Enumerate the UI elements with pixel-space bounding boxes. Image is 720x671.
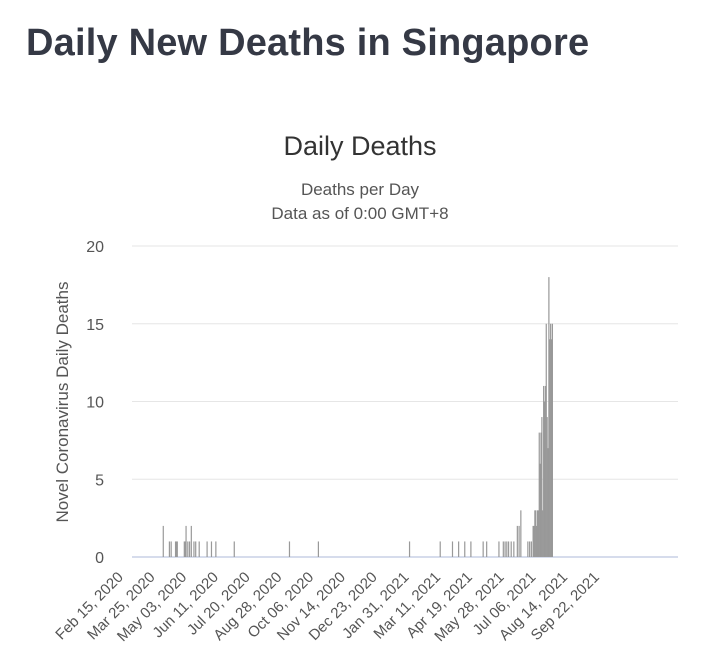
y-tick-label: 5 <box>95 472 104 489</box>
bar[interactable] <box>543 385 545 557</box>
bar[interactable] <box>498 541 500 557</box>
bar[interactable] <box>527 541 529 557</box>
y-tick-label: 0 <box>95 550 104 567</box>
bar[interactable] <box>551 323 553 557</box>
y-tick-label: 10 <box>86 395 104 412</box>
bar[interactable] <box>188 541 191 557</box>
bar[interactable] <box>510 541 512 557</box>
bar[interactable] <box>550 339 553 557</box>
bar[interactable] <box>529 541 531 557</box>
bar[interactable] <box>549 339 551 557</box>
bar[interactable] <box>548 277 550 557</box>
bar[interactable] <box>513 541 515 557</box>
bar[interactable] <box>518 525 520 557</box>
bar[interactable] <box>215 541 217 557</box>
bar[interactable] <box>174 541 177 557</box>
bar[interactable] <box>547 448 549 557</box>
bar[interactable] <box>175 541 178 557</box>
bar[interactable] <box>541 417 543 557</box>
y-axis-label: Novel Coronavirus Daily Deaths <box>53 282 72 523</box>
chart-title: Daily Deaths <box>283 131 437 161</box>
bar[interactable] <box>162 525 164 557</box>
bar[interactable] <box>451 541 454 557</box>
bar[interactable] <box>536 510 539 557</box>
bar[interactable] <box>482 541 484 557</box>
bar[interactable] <box>545 323 547 557</box>
bar[interactable] <box>317 541 319 557</box>
y-tick-label: 20 <box>86 239 104 256</box>
bar[interactable] <box>537 510 539 557</box>
bar[interactable] <box>486 541 488 557</box>
bar[interactable] <box>550 323 552 557</box>
bar[interactable] <box>535 510 537 557</box>
bar[interactable] <box>185 525 187 557</box>
bar[interactable] <box>504 541 506 557</box>
bar[interactable] <box>540 432 542 557</box>
y-tick-label: 15 <box>86 317 104 334</box>
bar[interactable] <box>546 417 548 557</box>
bar[interactable] <box>544 385 546 557</box>
bar[interactable] <box>198 541 200 557</box>
bar[interactable] <box>176 541 178 557</box>
bar[interactable] <box>206 541 208 557</box>
bar[interactable] <box>458 541 460 557</box>
bar-series <box>162 277 553 558</box>
bar[interactable] <box>538 432 540 557</box>
page-title: Daily New Deaths in Singapore <box>26 22 590 64</box>
bar[interactable] <box>542 510 544 557</box>
bar[interactable] <box>502 541 504 557</box>
y-axis-ticks: 0 5 10 15 20 <box>86 239 104 567</box>
bar[interactable] <box>195 541 197 557</box>
bar[interactable] <box>543 401 546 558</box>
bar[interactable] <box>193 541 195 557</box>
bar[interactable] <box>520 510 522 557</box>
bar[interactable] <box>233 541 235 557</box>
chart-data-date-note: Data as of 0:00 GMT+8 <box>271 204 449 223</box>
bar[interactable] <box>507 541 510 557</box>
bar[interactable] <box>183 541 185 557</box>
bar[interactable] <box>470 541 472 557</box>
chart-subtitle: Deaths per Day <box>300 180 420 199</box>
bar[interactable] <box>532 525 534 557</box>
bar[interactable] <box>184 541 186 557</box>
bar[interactable] <box>170 541 172 557</box>
bar[interactable] <box>439 541 441 557</box>
bar[interactable] <box>539 463 541 557</box>
bar[interactable] <box>533 525 535 557</box>
bar[interactable] <box>536 525 538 557</box>
bar[interactable] <box>187 541 189 557</box>
bar[interactable] <box>408 541 411 557</box>
bar[interactable] <box>190 525 192 557</box>
bar[interactable] <box>530 541 532 557</box>
bar[interactable] <box>534 510 536 557</box>
bar[interactable] <box>168 541 171 557</box>
bar[interactable] <box>288 541 291 557</box>
grid-lines <box>132 245 678 558</box>
bar[interactable] <box>464 541 466 557</box>
bar[interactable] <box>516 525 518 557</box>
bar[interactable] <box>210 541 213 557</box>
bar[interactable] <box>506 541 508 557</box>
